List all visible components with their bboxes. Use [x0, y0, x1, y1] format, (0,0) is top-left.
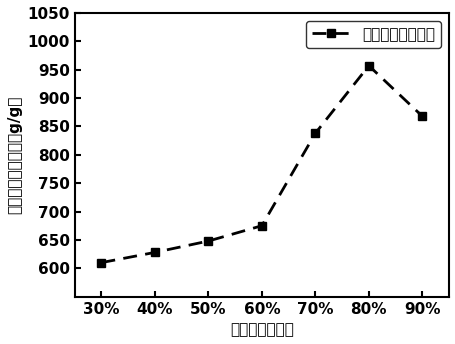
高吸水树脂吸水量 [99, 260, 104, 265]
高吸水树脂吸水量 [419, 114, 424, 118]
高吸水树脂吸水量 [152, 250, 157, 255]
高吸水树脂吸水量 [258, 224, 264, 228]
高吸水树脂吸水量 [205, 239, 211, 243]
Y-axis label: 高吸水树脂吸水量（g/g）: 高吸水树脂吸水量（g/g） [7, 96, 22, 214]
Line: 高吸水树脂吸水量: 高吸水树脂吸水量 [97, 62, 425, 267]
X-axis label: 丙烯酸的中和度: 丙烯酸的中和度 [229, 322, 293, 337]
高吸水树脂吸水量 [365, 64, 371, 68]
Legend: 高吸水树脂吸水量: 高吸水树脂吸水量 [305, 21, 440, 48]
高吸水树脂吸水量 [312, 131, 318, 135]
